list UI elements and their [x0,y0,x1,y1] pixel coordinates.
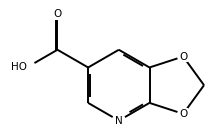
Text: O: O [53,9,62,19]
Text: O: O [179,51,187,62]
Text: O: O [179,109,187,119]
Text: N: N [115,116,123,126]
Text: HO: HO [11,63,27,72]
